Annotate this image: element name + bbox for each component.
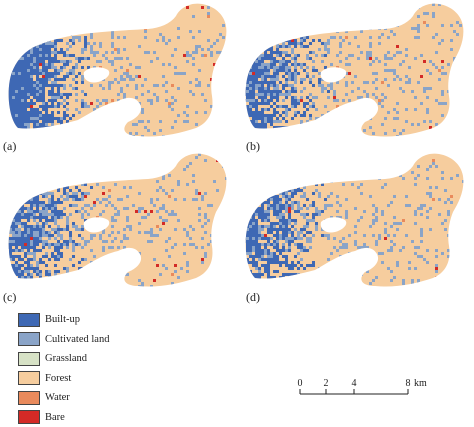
legend-swatch-forest — [18, 371, 40, 385]
land-use-map-b — [237, 0, 474, 160]
map-panel-a: (a) — [0, 0, 237, 160]
scale-unit: km — [414, 378, 427, 389]
legend-item-grassland: Grassland — [18, 349, 109, 369]
map-panel-d: (d) — [237, 150, 474, 310]
scale-line — [300, 389, 408, 394]
land-use-map-c — [0, 150, 237, 310]
legend-swatch-builtup — [18, 313, 40, 327]
legend-label-grassland: Grassland — [45, 353, 87, 364]
scale-tick-2: 2 — [324, 378, 329, 389]
scale-tick-8: 8 — [406, 378, 411, 389]
legend-label-bare: Bare — [45, 412, 65, 423]
legend-label-cultivated: Cultivated land — [45, 334, 109, 345]
panel-label-c: (c) — [3, 290, 16, 305]
legend-label-forest: Forest — [45, 373, 71, 384]
legend-swatch-bare — [18, 410, 40, 424]
legend-item-bare: Bare — [18, 408, 109, 427]
legend-swatch-water — [18, 391, 40, 405]
legend-swatch-cultivated — [18, 332, 40, 346]
scale-tick-0: 0 — [298, 378, 303, 389]
map-panel-b: (b) — [237, 0, 474, 160]
legend-item-cultivated: Cultivated land — [18, 330, 109, 350]
land-use-map-d — [237, 150, 474, 310]
land-use-map-a — [0, 0, 237, 160]
legend-label-water: Water — [45, 392, 70, 403]
scale-bar: 0 2 4 8 km — [296, 376, 466, 400]
legend-label-builtup: Built-up — [45, 314, 80, 325]
legend-swatch-grassland — [18, 352, 40, 366]
map-panel-c: (c) — [0, 150, 237, 310]
legend-item-forest: Forest — [18, 369, 109, 389]
panel-label-d: (d) — [246, 290, 260, 305]
scale-tick-4: 4 — [352, 378, 357, 389]
legend-item-water: Water — [18, 388, 109, 408]
legend-item-builtup: Built-up — [18, 310, 109, 330]
legend: Built-up Cultivated land Grassland Fores… — [18, 310, 109, 427]
